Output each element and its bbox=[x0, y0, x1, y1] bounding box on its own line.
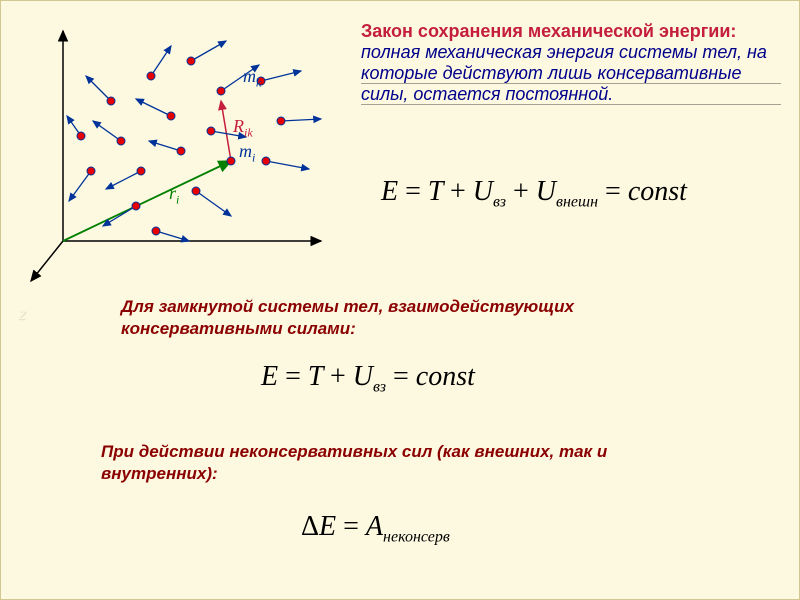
z-axis-label: z bbox=[18, 306, 26, 324]
eq1-T: T bbox=[428, 176, 443, 207]
eq1-U1: U bbox=[473, 176, 493, 207]
eq1-U2: U bbox=[536, 176, 556, 207]
eq3-A-sub: неконсерв bbox=[383, 529, 450, 546]
law-title: Закон сохранения механической энергии: bbox=[361, 21, 736, 41]
eq1-U2-sub: внешн bbox=[556, 194, 598, 211]
eq1-U1-sub: вз bbox=[493, 194, 506, 211]
eq3-A: A bbox=[366, 511, 383, 542]
diagram-label-mi: mi bbox=[239, 141, 255, 166]
equation-closed-system: E = T + Uвз = const bbox=[261, 361, 475, 397]
eq2-const: const bbox=[416, 361, 475, 392]
eq2-U: U bbox=[353, 361, 373, 392]
eq2-E: E bbox=[261, 361, 278, 392]
diagram-label-ri: ri bbox=[169, 183, 179, 208]
law-statement: Закон сохранения механической энергии: п… bbox=[361, 21, 781, 105]
eq1-E: E bbox=[381, 176, 398, 207]
law-description: полная механическая энергия системы тел,… bbox=[361, 42, 767, 104]
particle-diagram: mk Rikmi ri bbox=[21, 21, 341, 281]
eq2-U-sub: вз bbox=[373, 379, 386, 396]
eq1-const: const bbox=[628, 176, 687, 207]
eq3-E: E bbox=[319, 511, 336, 542]
equation-nonconservative: ΔE = Aнеконсерв bbox=[301, 511, 450, 547]
diagram-label-mk: mk bbox=[243, 66, 261, 91]
diagram-label-Rik: Rik bbox=[233, 116, 253, 141]
eq2-T: T bbox=[308, 361, 323, 392]
eq3-delta: Δ bbox=[301, 511, 319, 542]
diagram-svg bbox=[21, 21, 341, 291]
closed-system-text: Для замкнутой системы тел, взаимодейству… bbox=[121, 296, 681, 340]
nonconservative-text: При действии неконсервативных сил (как в… bbox=[101, 441, 661, 485]
equation-full-energy: E = T + Uвз + Uвнешн = const bbox=[381, 176, 687, 212]
